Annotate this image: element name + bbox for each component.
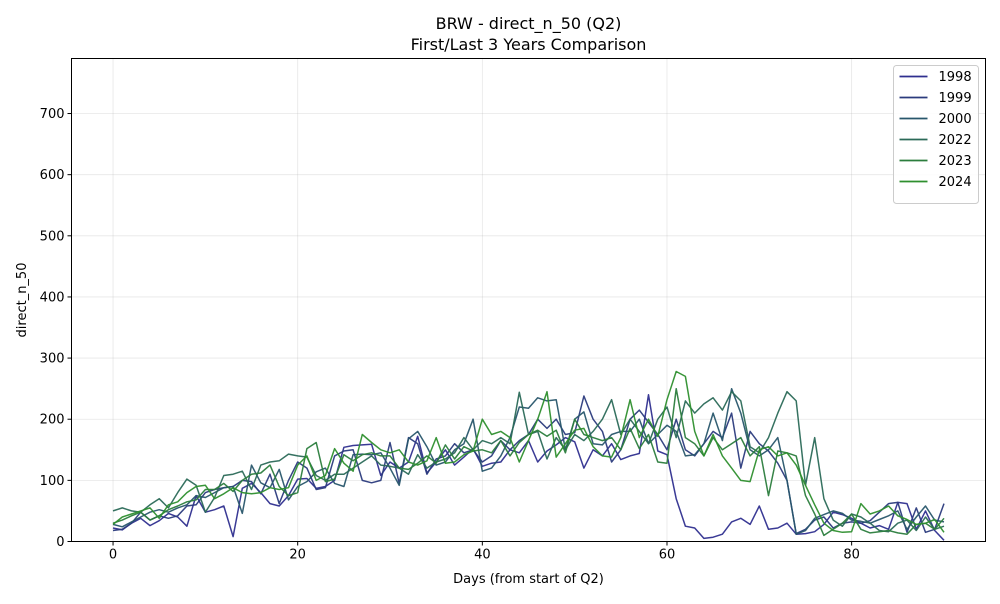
chart-subtitle: First/Last 3 Years Comparison — [411, 35, 647, 54]
series-line-2000 — [112, 387, 945, 535]
y-tick-label: 600 — [40, 168, 65, 183]
chart-title: BRW - direct_n_50 (Q2) — [436, 14, 622, 34]
legend-label-2023: 2023 — [939, 154, 972, 169]
legend-label-1999: 1999 — [939, 91, 972, 106]
y-tick-label: 100 — [40, 474, 65, 489]
legend-label-1998: 1998 — [939, 70, 972, 85]
x-tick-label: 0 — [109, 548, 117, 563]
x-tick-label: 80 — [843, 548, 860, 563]
legend-box — [893, 65, 979, 204]
y-tick-label: 0 — [56, 535, 64, 550]
y-tick-label: 300 — [40, 352, 65, 367]
legend-label-2000: 2000 — [939, 112, 972, 127]
series-line-2024 — [112, 370, 945, 534]
y-tick-label: 700 — [40, 107, 65, 122]
y-axis-label: direct_n_50 — [15, 263, 30, 338]
axis-ticks: 0 20 40 60 80 0 100 200 300 400 500 600 700 — [40, 107, 860, 562]
series-lines — [112, 370, 945, 541]
legend-label-2022: 2022 — [939, 133, 972, 148]
plot-frame — [71, 58, 986, 542]
legend-label-2024: 2024 — [939, 175, 972, 190]
x-tick-label: 40 — [474, 548, 491, 563]
y-tick-label: 500 — [40, 229, 65, 244]
series-line-2023 — [112, 387, 945, 537]
y-tick-label: 400 — [40, 290, 65, 305]
x-tick-label: 20 — [289, 548, 306, 563]
x-axis-label: Days (from start of Q2) — [453, 572, 604, 587]
legend: 1998 1999 2000 2022 2023 2024 — [893, 65, 979, 204]
y-tick-label: 200 — [40, 413, 65, 428]
x-tick-label: 60 — [659, 548, 676, 563]
